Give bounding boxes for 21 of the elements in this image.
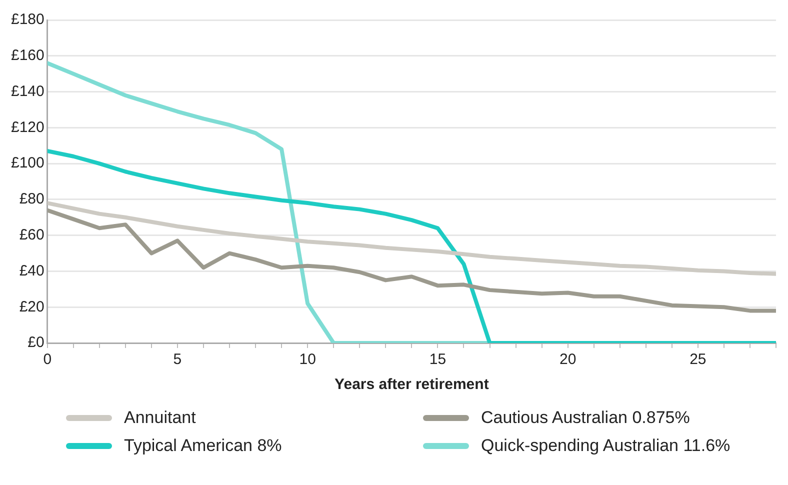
y-tick-label: £0: [28, 334, 44, 352]
y-tick-label: £40: [19, 262, 44, 280]
y-tick-label: £100: [10, 154, 44, 172]
y-tick-label: £60: [19, 226, 44, 244]
legend-label: Typical American 8%: [124, 436, 282, 456]
legend-label: Annuitant: [124, 408, 196, 428]
y-tick-label: £20: [19, 298, 44, 316]
y-tick-label: £160: [10, 47, 44, 64]
x-tick-label: 25: [690, 351, 706, 368]
y-tick-label: £180: [10, 11, 44, 28]
y-tick-label: £140: [10, 82, 44, 100]
y-tick-label: £120: [10, 118, 44, 136]
x-tick-label: 5: [173, 351, 182, 368]
x-tick-label: 0: [43, 351, 52, 368]
x-tick-label: 20: [559, 351, 576, 368]
legend-label: Cautious Australian 0.875%: [481, 408, 690, 428]
legend-label: Quick-spending Australian 11.6%: [481, 436, 730, 456]
x-tick-label: 10: [299, 351, 316, 368]
y-tick-label: £80: [19, 190, 44, 208]
x-axis-title: Years after retirement: [334, 376, 489, 394]
x-tick-label: 15: [429, 351, 446, 368]
